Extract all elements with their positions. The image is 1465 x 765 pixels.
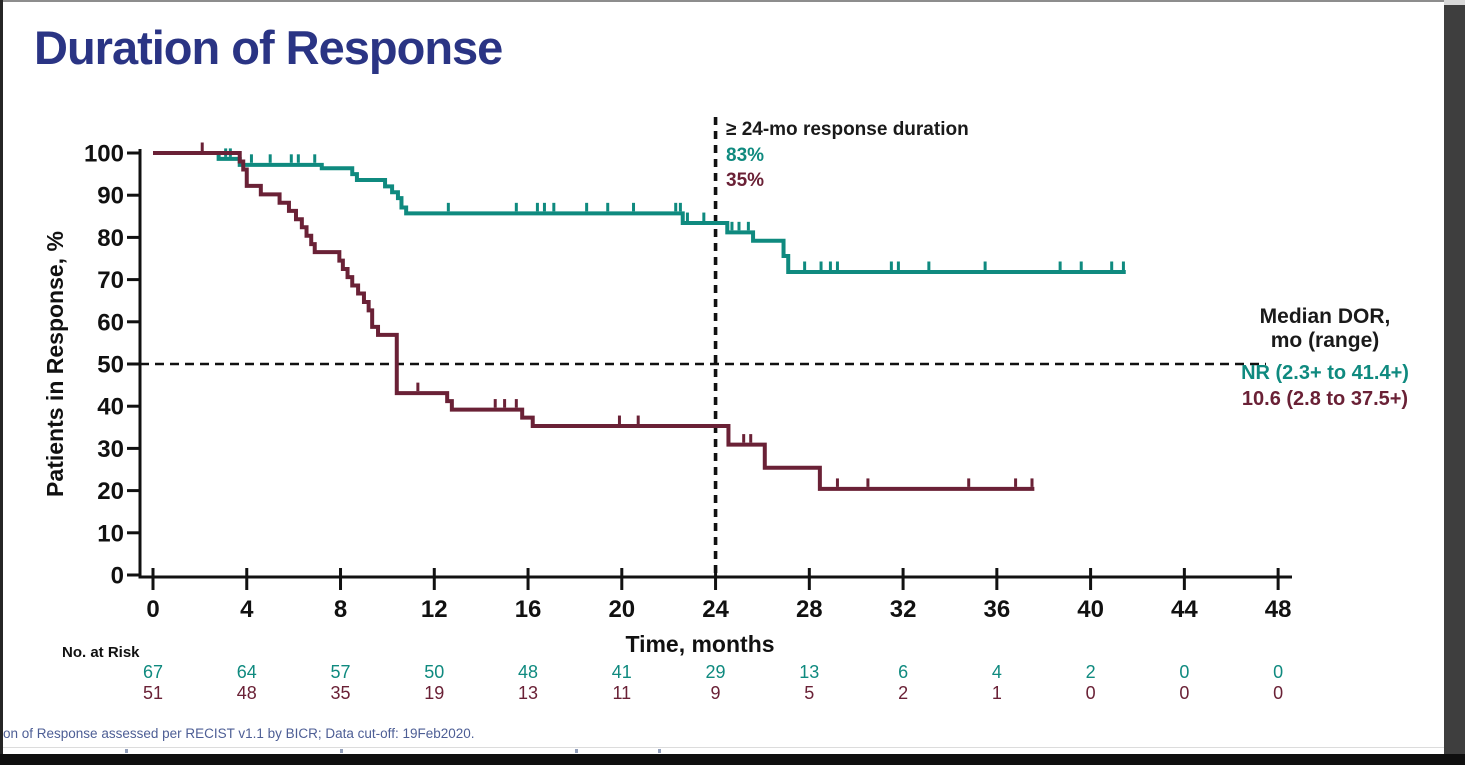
artifact-mark <box>125 749 128 753</box>
frame-border-right <box>1444 5 1465 755</box>
risk-count-series2: 9 <box>711 683 721 703</box>
y-axis-title: Patients in Response, % <box>42 231 68 497</box>
median-dor-block: Median DOR, mo (range) NR (2.3+ to 41.4+… <box>1205 305 1445 412</box>
risk-count-series2: 0 <box>1273 683 1283 703</box>
y-tick-label: 0 <box>111 563 124 590</box>
frame-border-right-top <box>1444 0 1465 5</box>
y-tick-label: 60 <box>97 309 124 336</box>
risk-count-series1: 50 <box>424 662 444 682</box>
x-axis-title: Time, months <box>625 631 775 657</box>
y-tick-label: 100 <box>84 141 124 168</box>
median-dor-series1: NR (2.3+ to 41.4+) <box>1241 362 1409 384</box>
x-tick-label: 44 <box>1171 596 1198 623</box>
x-tick-label: 0 <box>146 596 159 623</box>
risk-count-series1: 4 <box>992 662 1002 682</box>
y-tick-label: 40 <box>97 394 124 421</box>
frame-border-left <box>0 0 3 765</box>
risk-count-series1: 6 <box>898 662 908 682</box>
risk-count-series2: 19 <box>424 683 444 703</box>
median-dor-series2: 10.6 (2.8 to 37.5+) <box>1241 388 1409 410</box>
y-tick-label: 90 <box>97 183 124 210</box>
threshold-value-series2: 35% <box>726 170 765 191</box>
risk-count-series2: 0 <box>1086 683 1096 703</box>
risk-count-series2: 11 <box>612 683 631 703</box>
x-tick-label: 4 <box>240 596 254 623</box>
x-tick-label: 32 <box>890 596 917 623</box>
risk-count-series1: 0 <box>1273 662 1283 682</box>
risk-count-series2: 1 <box>992 683 1002 703</box>
risk-count-series1: 29 <box>706 662 726 682</box>
km-curve-series2 <box>153 151 1035 491</box>
y-tick-label: 30 <box>97 436 124 463</box>
risk-count-series1: 48 <box>518 662 538 682</box>
x-tick-label: 24 <box>702 596 729 623</box>
frame-border-bottom <box>0 754 1465 765</box>
risk-count-series1: 64 <box>237 662 257 682</box>
y-tick-label: 10 <box>97 520 124 547</box>
risk-count-series2: 35 <box>331 683 351 703</box>
risk-table-label: No. at Risk <box>62 644 140 661</box>
threshold-value-series1: 83% <box>726 145 765 166</box>
risk-count-series1: 2 <box>1086 662 1096 682</box>
risk-count-series2: 0 <box>1179 683 1189 703</box>
y-tick-label: 50 <box>97 352 124 379</box>
risk-count-series2: 48 <box>237 683 257 703</box>
median-dor-header-line1: Median DOR, <box>1259 305 1391 328</box>
x-tick-label: 36 <box>983 596 1010 623</box>
x-tick-label: 12 <box>421 596 448 623</box>
artifact-mark <box>658 749 661 753</box>
risk-count-series1: 0 <box>1179 662 1189 682</box>
risk-count-series1: 41 <box>612 662 632 682</box>
risk-count-series1: 13 <box>799 662 819 682</box>
risk-count-series2: 51 <box>143 683 163 703</box>
x-tick-label: 48 <box>1265 596 1292 623</box>
y-tick-label: 70 <box>97 267 124 294</box>
footnote: on of Response assessed per RECIST v1.1 … <box>3 726 475 741</box>
x-tick-label: 8 <box>334 596 347 623</box>
x-tick-label: 16 <box>515 596 542 623</box>
frame-border-top <box>0 0 1465 2</box>
artifact-mark <box>575 749 578 753</box>
divider-line <box>0 747 1444 748</box>
risk-count-series2: 5 <box>804 683 814 703</box>
risk-count-series1: 57 <box>331 662 351 682</box>
x-tick-label: 40 <box>1077 596 1104 623</box>
risk-count-series2: 13 <box>518 683 538 703</box>
x-tick-label: 20 <box>608 596 635 623</box>
risk-count-series2: 2 <box>898 683 908 703</box>
y-tick-label: 20 <box>97 478 124 505</box>
artifact-mark <box>340 749 343 753</box>
threshold-annotation-title: ≥ 24-mo response duration <box>726 119 969 140</box>
y-tick-label: 80 <box>97 225 124 252</box>
page-title: Duration of Response <box>34 21 503 74</box>
km-curve-series1 <box>153 151 1126 275</box>
risk-count-series1: 67 <box>143 662 163 682</box>
x-tick-label: 28 <box>796 596 823 623</box>
median-dor-header-line2: mo (range) <box>1270 329 1380 352</box>
